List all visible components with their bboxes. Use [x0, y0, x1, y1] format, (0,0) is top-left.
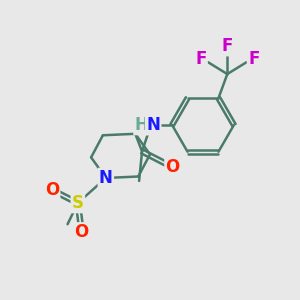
Text: F: F: [222, 37, 233, 55]
Text: O: O: [166, 158, 180, 176]
Text: N: N: [99, 169, 113, 187]
Text: F: F: [248, 50, 260, 68]
Text: F: F: [195, 50, 206, 68]
Text: H: H: [134, 116, 148, 134]
Text: N: N: [146, 116, 160, 134]
Text: O: O: [45, 181, 59, 199]
Text: O: O: [74, 224, 88, 242]
Text: S: S: [72, 194, 84, 212]
